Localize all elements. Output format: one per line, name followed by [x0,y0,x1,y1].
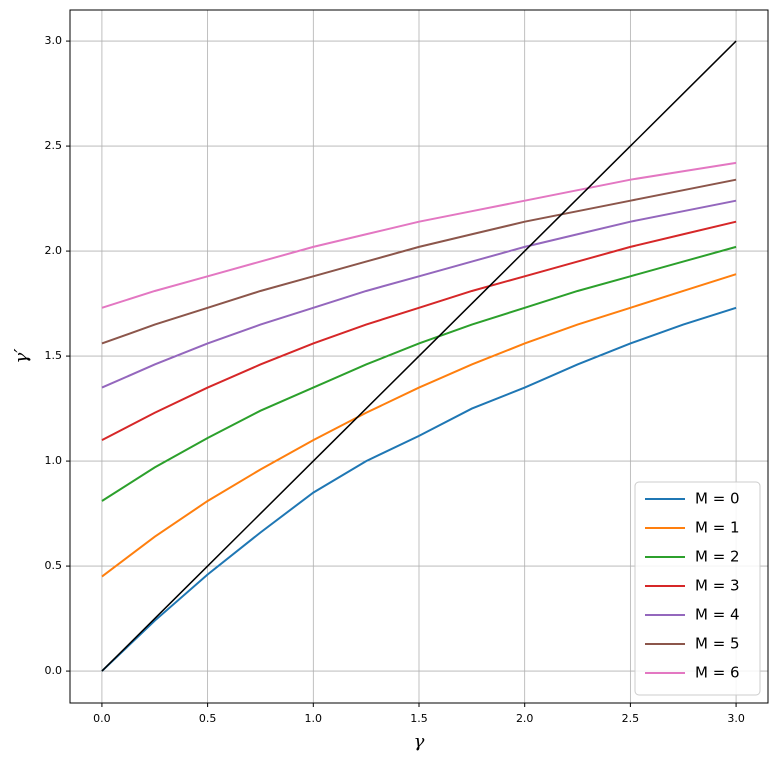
x-axis-label: γ [414,731,425,752]
data-line [101,178,737,345]
y-tick-label: 2.5 [45,139,63,152]
data-line [101,199,737,389]
data-line [101,245,737,502]
legend-label: M = 6 [695,664,740,682]
y-tick-label: 3.0 [45,34,63,47]
y-tick-label: 2.0 [45,244,63,257]
data-line [101,306,737,672]
y-axis-label: γ′ [11,349,32,364]
legend-label: M = 1 [695,519,740,537]
plot-frame [69,9,769,704]
x-tick-label: 3.0 [727,712,745,725]
x-tick-label: 1.5 [410,712,428,725]
legend-label: M = 5 [695,635,740,653]
data-line [101,273,737,578]
legend-label: M = 2 [695,548,740,566]
legend-label: M = 4 [695,606,740,624]
legend-label: M = 0 [695,490,740,508]
x-tick-label: 1.0 [305,712,323,725]
x-tick-label: 0.0 [93,712,111,725]
x-tick-label: 2.0 [516,712,534,725]
data-line [101,40,737,672]
x-tick-label: 0.5 [199,712,217,725]
y-tick-label: 0.5 [45,559,63,572]
legend-box [634,481,761,696]
y-tick-label: 0.0 [45,664,63,677]
data-line [101,220,737,441]
legend-label: M = 3 [695,577,740,595]
x-tick-label: 2.5 [622,712,640,725]
y-tick-label: 1.5 [45,349,63,362]
y-tick-label: 1.0 [45,454,63,467]
data-line [101,161,737,309]
